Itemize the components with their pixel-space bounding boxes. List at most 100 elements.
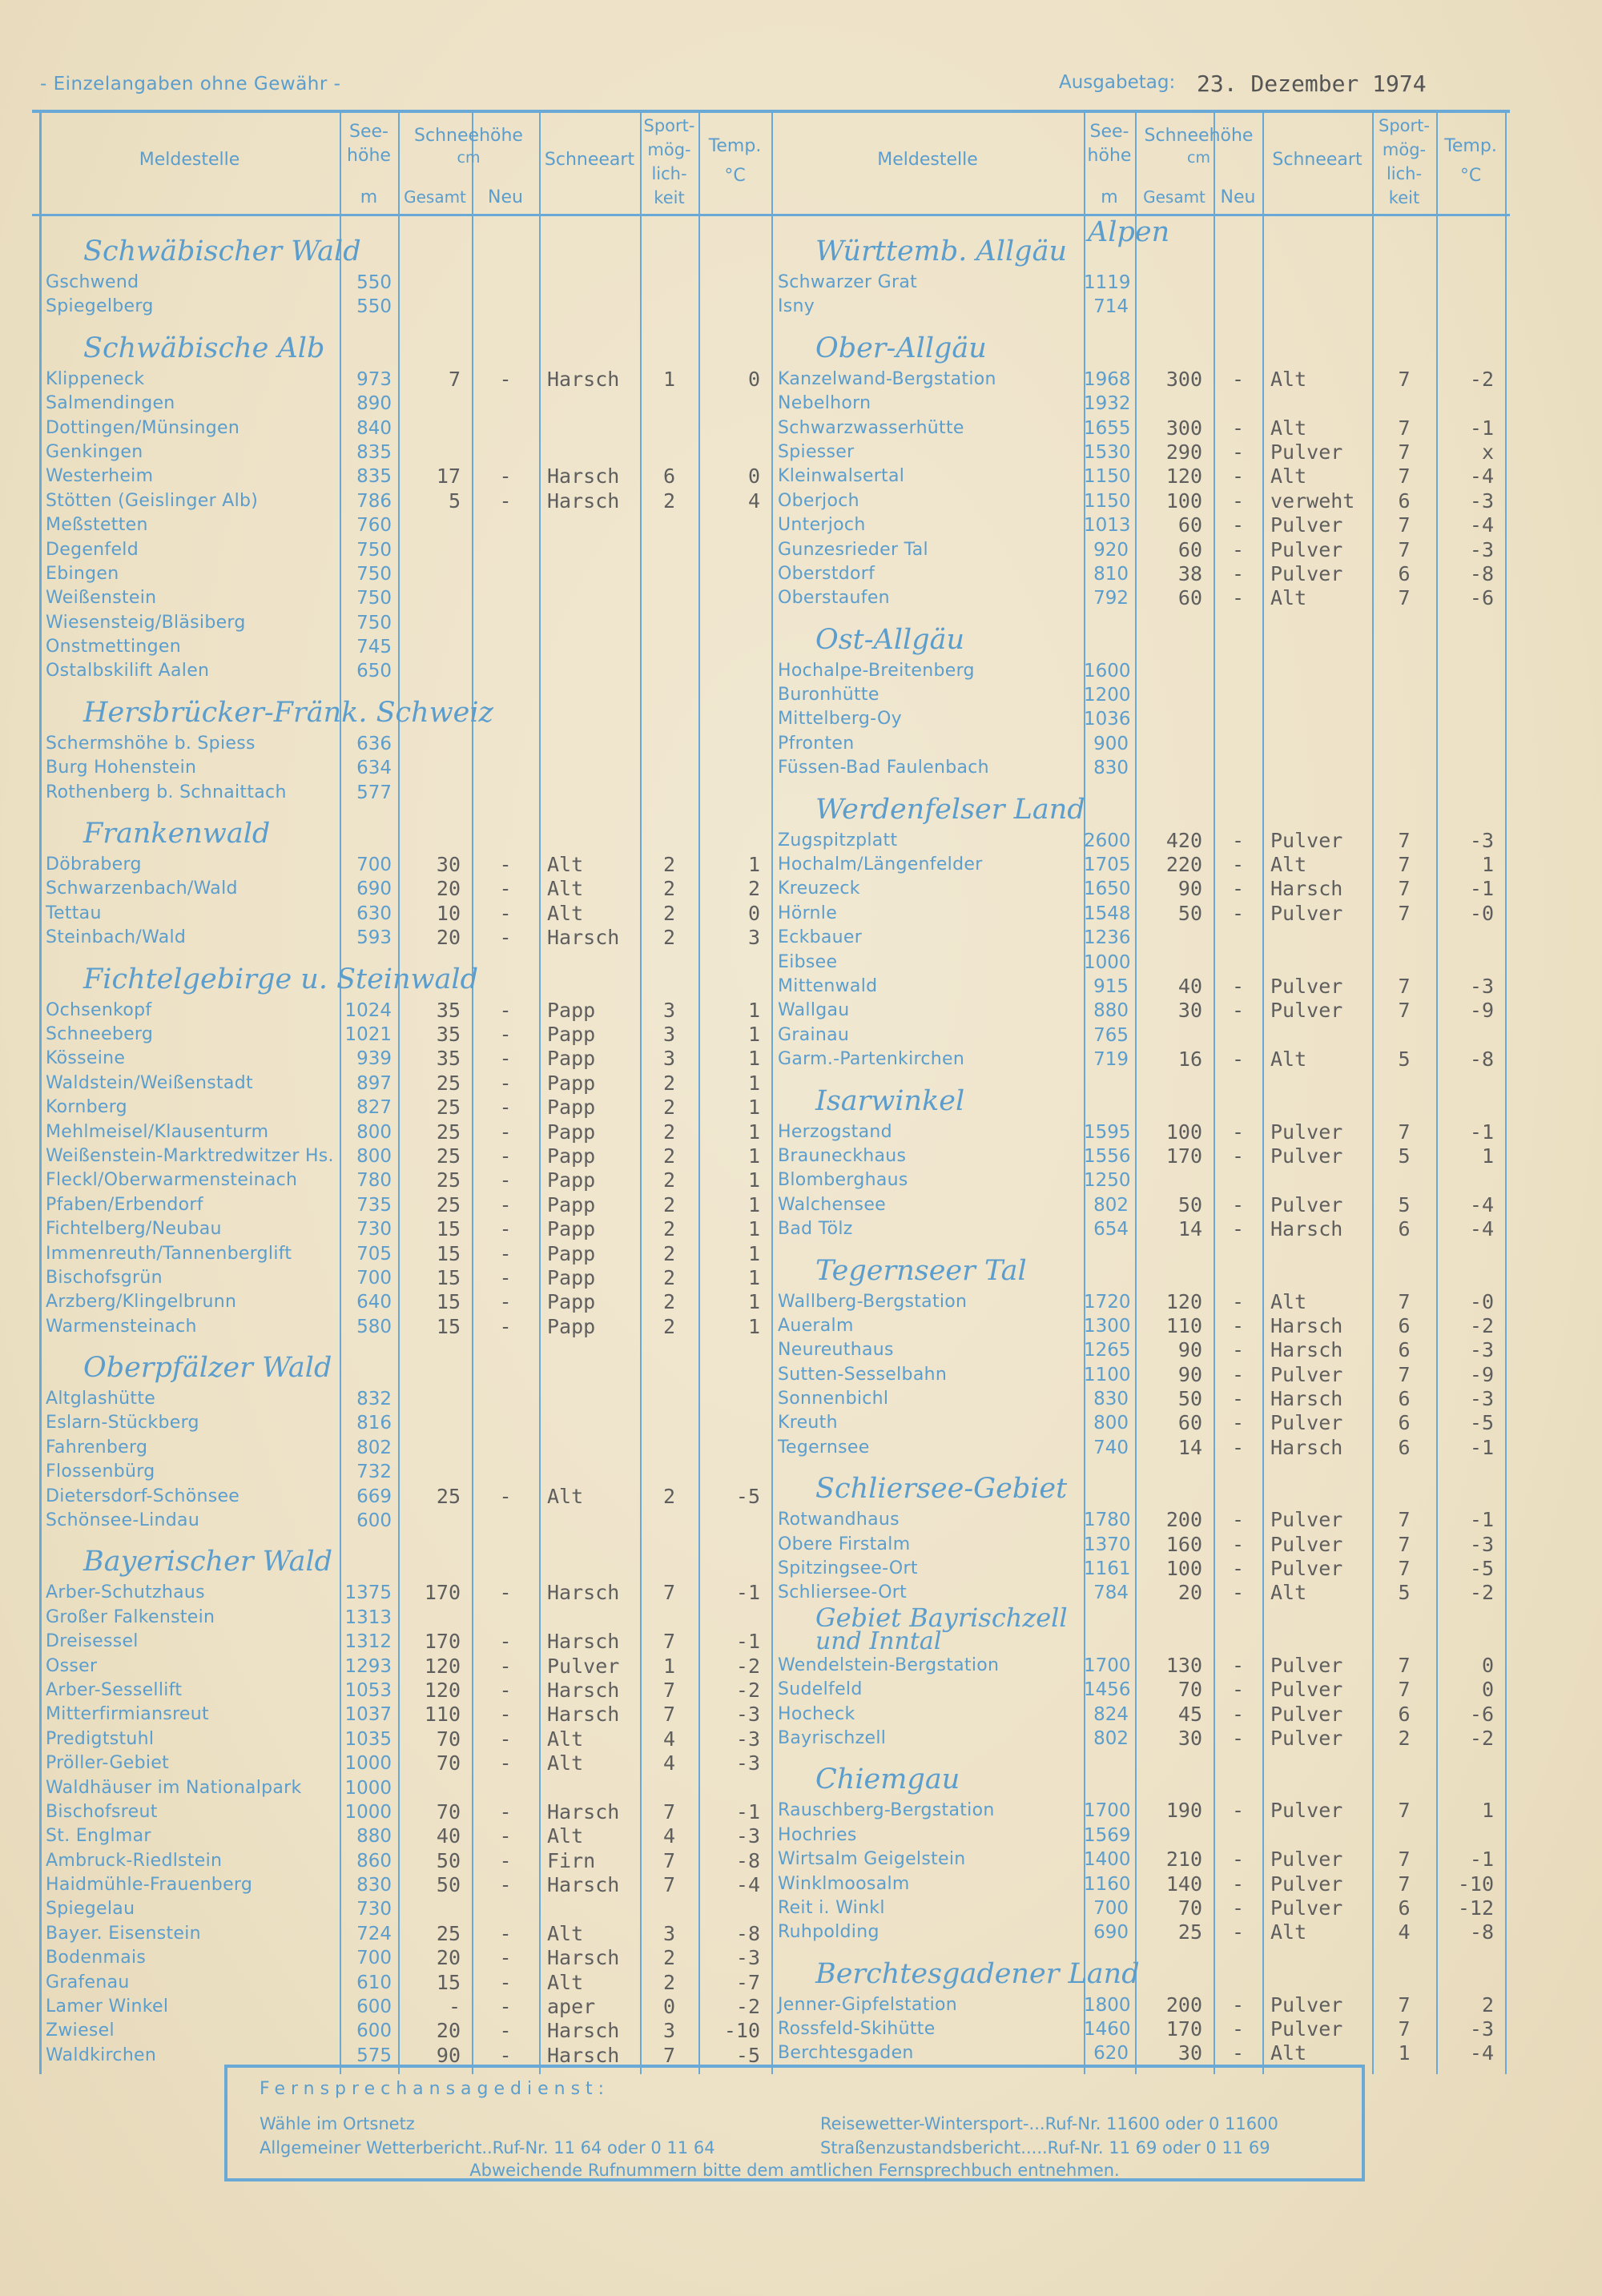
temperature: 3 (747, 926, 760, 950)
sport-rating: 7 (1398, 1557, 1411, 1581)
snow-new: - (1231, 2017, 1245, 2041)
snow-new (472, 538, 539, 562)
altitude: 690 (356, 879, 392, 900)
right-column: Alpen Württemb. Allgäu Schwarzer Grat 1119 I… (771, 214, 1505, 2066)
temperature: 1 (1481, 1799, 1494, 1823)
temperature: -2 (1469, 367, 1494, 391)
sport-rating: 5 (1398, 1581, 1411, 1605)
temperature: -4 (1469, 1192, 1494, 1216)
altitude: 1024 (344, 999, 392, 1021)
station-name: Schermshöhe b. Spiess (46, 733, 256, 754)
table-top-rule (32, 110, 1510, 113)
snow-new: - (499, 901, 512, 925)
station-name: Tettau (46, 903, 102, 923)
snow-new: - (499, 1192, 512, 1216)
snow-total (1135, 756, 1214, 780)
header-altitude-unit: m (360, 187, 378, 207)
table-row: Waldkirchen 575 90 - Harsch 7 -5 (39, 2044, 771, 2068)
sport-rating: 7 (662, 1873, 676, 1897)
station-name: Eckbauer (778, 927, 863, 948)
temperature: -12 (1457, 1896, 1494, 1920)
snow-new (1214, 951, 1262, 975)
table-row: Ambruck-Riedlstein 860 50 - Firn 7 -8 (39, 1849, 771, 1873)
temperature (1436, 659, 1505, 683)
snow-total (398, 562, 472, 586)
altitude: 840 (356, 417, 392, 439)
snow-type: Pulver (1270, 1653, 1343, 1677)
table-row: Eibsee 1000 (771, 951, 1505, 975)
altitude: 830 (1093, 758, 1129, 779)
snow-type: Firn (547, 1848, 596, 1872)
snow-type: Harsch (1270, 1338, 1343, 1362)
station-name: Dietersdorf-Schönsee (46, 1486, 240, 1506)
snow-type: Pulver (1270, 1726, 1343, 1750)
station-name: Ambruck-Riedlstein (46, 1850, 223, 1871)
header-station: Meldestelle (877, 150, 978, 170)
snow-type (539, 295, 640, 319)
snow-type: Alt (547, 1727, 584, 1751)
altitude: 792 (1093, 588, 1129, 609)
snow-new (472, 1606, 539, 1630)
sport-rating (1372, 1168, 1436, 1192)
temperature: -3 (1469, 828, 1494, 852)
snow-total: 170 (424, 1581, 461, 1605)
snow-total: 20 (436, 1946, 461, 1970)
table-row: Sudelfeld 1456 70- Pulver 7 0 (771, 1678, 1505, 1702)
station-name: Flossenbürg (46, 1462, 155, 1482)
sport-rating: 5 (1398, 1144, 1411, 1168)
snow-new: - (499, 1096, 512, 1120)
snow-total (398, 586, 472, 610)
altitude: 750 (356, 563, 392, 585)
station-name: Pröller-Gebiet (46, 1753, 170, 1774)
altitude: 1100 (1084, 1364, 1131, 1385)
snow-type: Harsch (1270, 1217, 1343, 1241)
snow-new (472, 562, 539, 586)
snow-new: - (499, 1314, 512, 1338)
region-heading: Bayerischer Wald (39, 1533, 771, 1581)
snow-new: - (1231, 1678, 1245, 1702)
table-row: Eckbauer 1236 (771, 926, 1505, 950)
table-row: Bayer. Eisenstein 724 25 - Alt 3 -8 (39, 1922, 771, 1946)
snow-type (539, 538, 640, 562)
snow-total: 90 (1177, 1338, 1202, 1362)
table-row: Degenfeld 750 (39, 538, 771, 562)
sport-rating: 7 (1398, 1678, 1411, 1702)
sport-rating (640, 392, 698, 416)
sport-rating: 6 (662, 464, 676, 489)
sport-rating: 7 (1398, 877, 1411, 901)
station-name: Rothenberg b. Schnaittach (46, 782, 287, 802)
sport-rating: 2 (662, 1144, 676, 1168)
temperature (1436, 951, 1505, 975)
station-name: Haidmühle-Frauenberg (46, 1875, 253, 1896)
altitude: 890 (356, 393, 392, 415)
snow-total: 50 (1177, 1387, 1202, 1411)
region-heading: Alpen Württemb. Allgäu (771, 214, 1505, 271)
station-name: Waldstein/Weißenstadt (46, 1072, 253, 1093)
altitude: 800 (356, 1121, 392, 1143)
altitude: 600 (356, 2021, 392, 2042)
column-divider (1372, 110, 1374, 2074)
snow-total (398, 611, 472, 635)
table-row: Schwarzenbach/Wald 690 20 - Alt 2 2 (39, 877, 771, 901)
temperature (698, 756, 771, 780)
snow-new: - (1231, 1872, 1245, 1896)
snow-type: Harsch (547, 1799, 620, 1824)
sport-rating: 7 (1398, 2017, 1411, 2041)
column-divider (472, 167, 473, 214)
snow-total (398, 1606, 472, 1630)
temperature (698, 1460, 771, 1484)
altitude: 1000 (344, 1753, 392, 1775)
station-name: Großer Falkenstein (46, 1606, 215, 1627)
snow-type (539, 1509, 640, 1533)
table-row: Mittelberg-Oy 1036 (771, 707, 1505, 731)
sport-rating (1372, 659, 1436, 683)
table-row: Dreisessel 1312 170 - Harsch 7 -1 (39, 1630, 771, 1654)
snow-new (472, 1411, 539, 1435)
snow-new: - (1231, 901, 1245, 925)
altitude: 740 (1093, 1437, 1129, 1458)
station-name: Bayrischzell (778, 1727, 887, 1748)
snow-type (1262, 707, 1372, 731)
table-row: Brauneckhaus 1556 170 - Pulver 5 1 (771, 1144, 1505, 1168)
snow-total: 70 (1177, 1896, 1202, 1920)
column-divider (472, 110, 473, 2074)
